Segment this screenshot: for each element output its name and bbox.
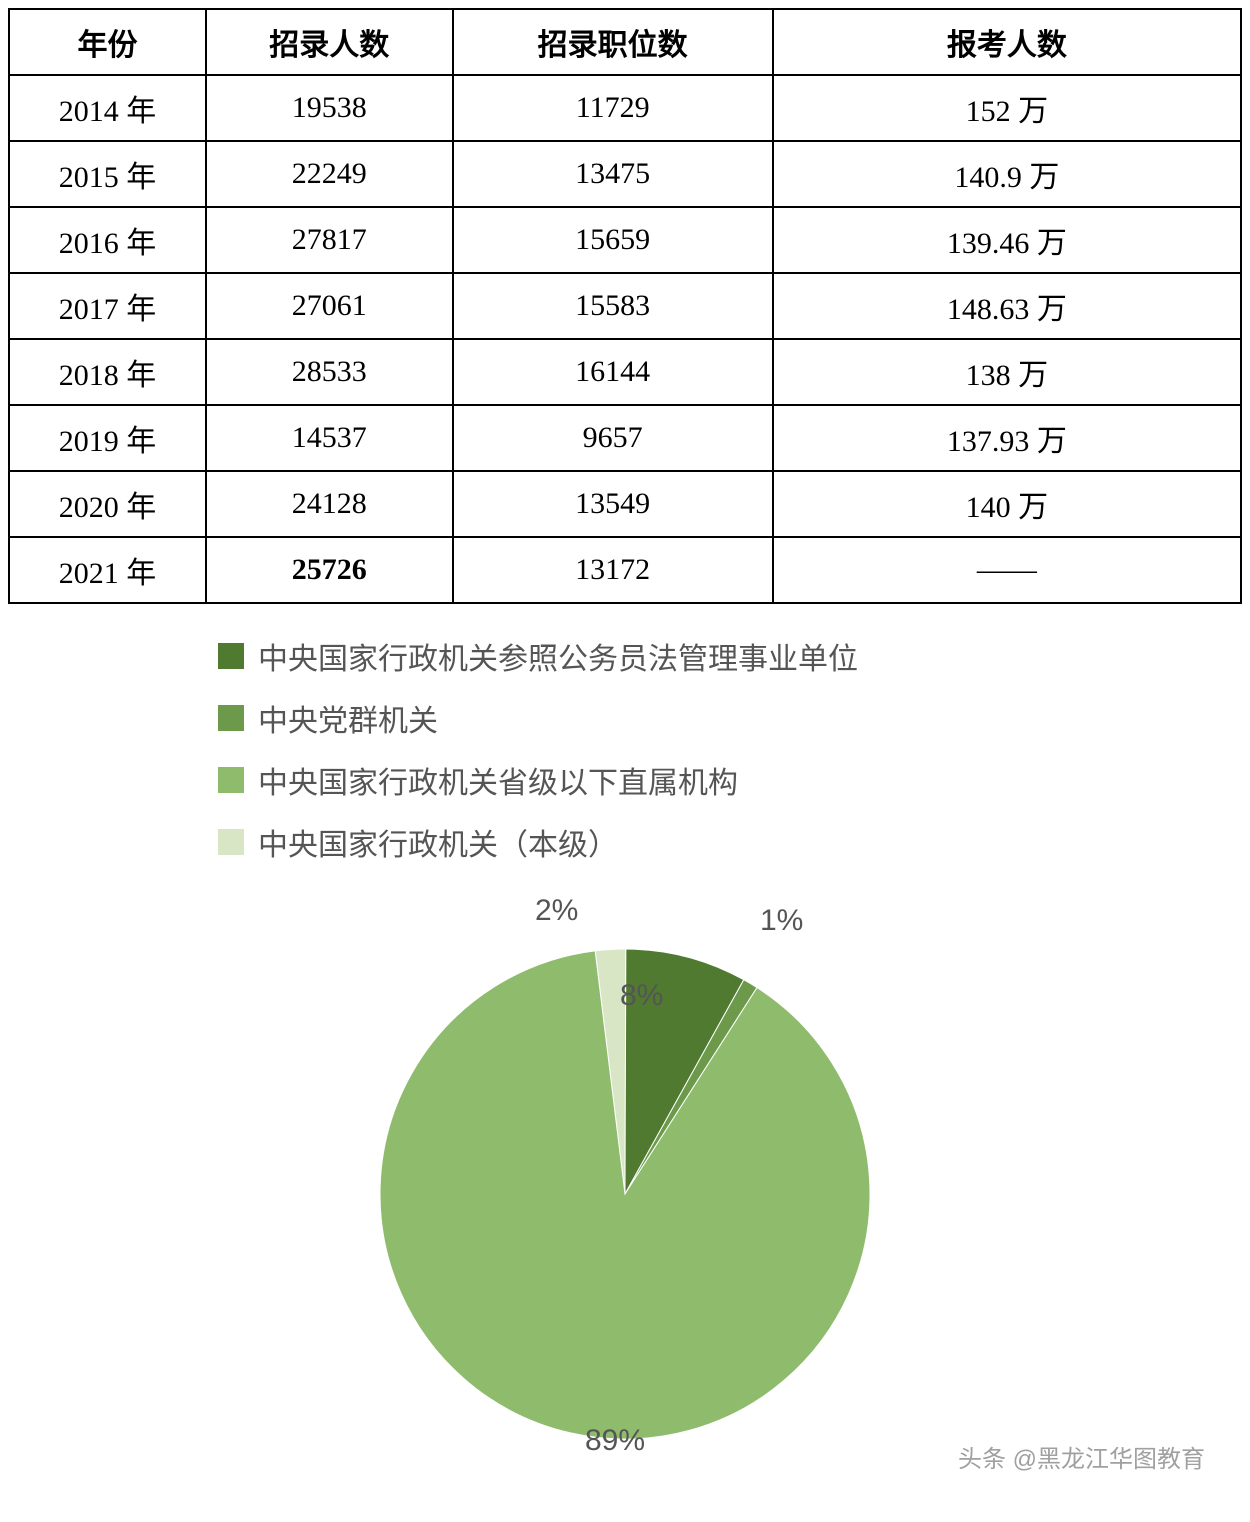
pie-chart: [375, 894, 875, 1454]
pie-chart-container: 2%8%1%89% 头条 @黑龙江华图教育: [345, 894, 905, 1514]
table-row: 2019 年145379657137.93 万: [9, 405, 1241, 471]
legend-label: 中央国家行政机关（本级）: [258, 820, 618, 864]
table-cell: 140 万: [773, 471, 1241, 537]
legend-swatch: [218, 829, 244, 855]
table-cell: 138 万: [773, 339, 1241, 405]
table-cell: 14537: [206, 405, 452, 471]
table-cell: 2014 年: [9, 75, 206, 141]
pie-slice-label: 89%: [585, 1424, 645, 1458]
table-header-cell: 报考人数: [773, 9, 1241, 75]
legend-label: 中央党群机关: [258, 696, 438, 740]
table-cell: 148.63 万: [773, 273, 1241, 339]
pie-slice-label: 8%: [620, 979, 663, 1013]
table-cell: ——: [773, 537, 1241, 603]
table-cell: 2015 年: [9, 141, 206, 207]
table-cell: 28533: [206, 339, 452, 405]
table-cell: 19538: [206, 75, 452, 141]
legend-swatch: [218, 705, 244, 731]
legend-swatch: [218, 643, 244, 669]
watermark: 头条 @黑龙江华图教育: [958, 1439, 1205, 1474]
table-cell: 2019 年: [9, 405, 206, 471]
table-row: 2018 年2853316144138 万: [9, 339, 1241, 405]
legend-item: 中央国家行政机关省级以下直属机构: [218, 758, 1242, 802]
table-header-row: 年份招录人数招录职位数报考人数: [9, 9, 1241, 75]
table-cell: 22249: [206, 141, 452, 207]
table-cell: 9657: [453, 405, 773, 471]
table-cell: 24128: [206, 471, 452, 537]
table-header-cell: 招录人数: [206, 9, 452, 75]
table-cell: 11729: [453, 75, 773, 141]
table-row: 2016 年2781715659139.46 万: [9, 207, 1241, 273]
table-cell: 13172: [453, 537, 773, 603]
legend-label: 中央国家行政机关省级以下直属机构: [258, 758, 738, 802]
table-cell: 27061: [206, 273, 452, 339]
table-header-cell: 年份: [9, 9, 206, 75]
table-cell: 15583: [453, 273, 773, 339]
legend-item: 中央国家行政机关参照公务员法管理事业单位: [218, 634, 1242, 678]
pie-slice-label: 1%: [760, 904, 803, 938]
table-row: 2015 年2224913475140.9 万: [9, 141, 1241, 207]
legend-item: 中央党群机关: [218, 696, 1242, 740]
legend-item: 中央国家行政机关（本级）: [218, 820, 1242, 864]
table-cell: 2021 年: [9, 537, 206, 603]
recruitment-table: 年份招录人数招录职位数报考人数 2014 年1953811729152 万201…: [8, 8, 1242, 604]
table-cell: 140.9 万: [773, 141, 1241, 207]
table-cell: 2020 年: [9, 471, 206, 537]
table-header-cell: 招录职位数: [453, 9, 773, 75]
table-cell: 13475: [453, 141, 773, 207]
table-cell: 2017 年: [9, 273, 206, 339]
legend-swatch: [218, 767, 244, 793]
table-cell: 13549: [453, 471, 773, 537]
table-cell: 139.46 万: [773, 207, 1241, 273]
legend-label: 中央国家行政机关参照公务员法管理事业单位: [258, 634, 858, 678]
pie-legend: 中央国家行政机关参照公务员法管理事业单位中央党群机关中央国家行政机关省级以下直属…: [218, 634, 1242, 864]
table-row: 2017 年2706115583148.63 万: [9, 273, 1241, 339]
table-cell: 137.93 万: [773, 405, 1241, 471]
table-cell: 2018 年: [9, 339, 206, 405]
table-cell: 15659: [453, 207, 773, 273]
table-cell: 25726: [206, 537, 452, 603]
table-cell: 2016 年: [9, 207, 206, 273]
table-row: 2021 年2572613172——: [9, 537, 1241, 603]
table-row: 2020 年2412813549140 万: [9, 471, 1241, 537]
table-cell: 27817: [206, 207, 452, 273]
table-cell: 16144: [453, 339, 773, 405]
table-row: 2014 年1953811729152 万: [9, 75, 1241, 141]
pie-slice-label: 2%: [535, 894, 578, 928]
table-cell: 152 万: [773, 75, 1241, 141]
